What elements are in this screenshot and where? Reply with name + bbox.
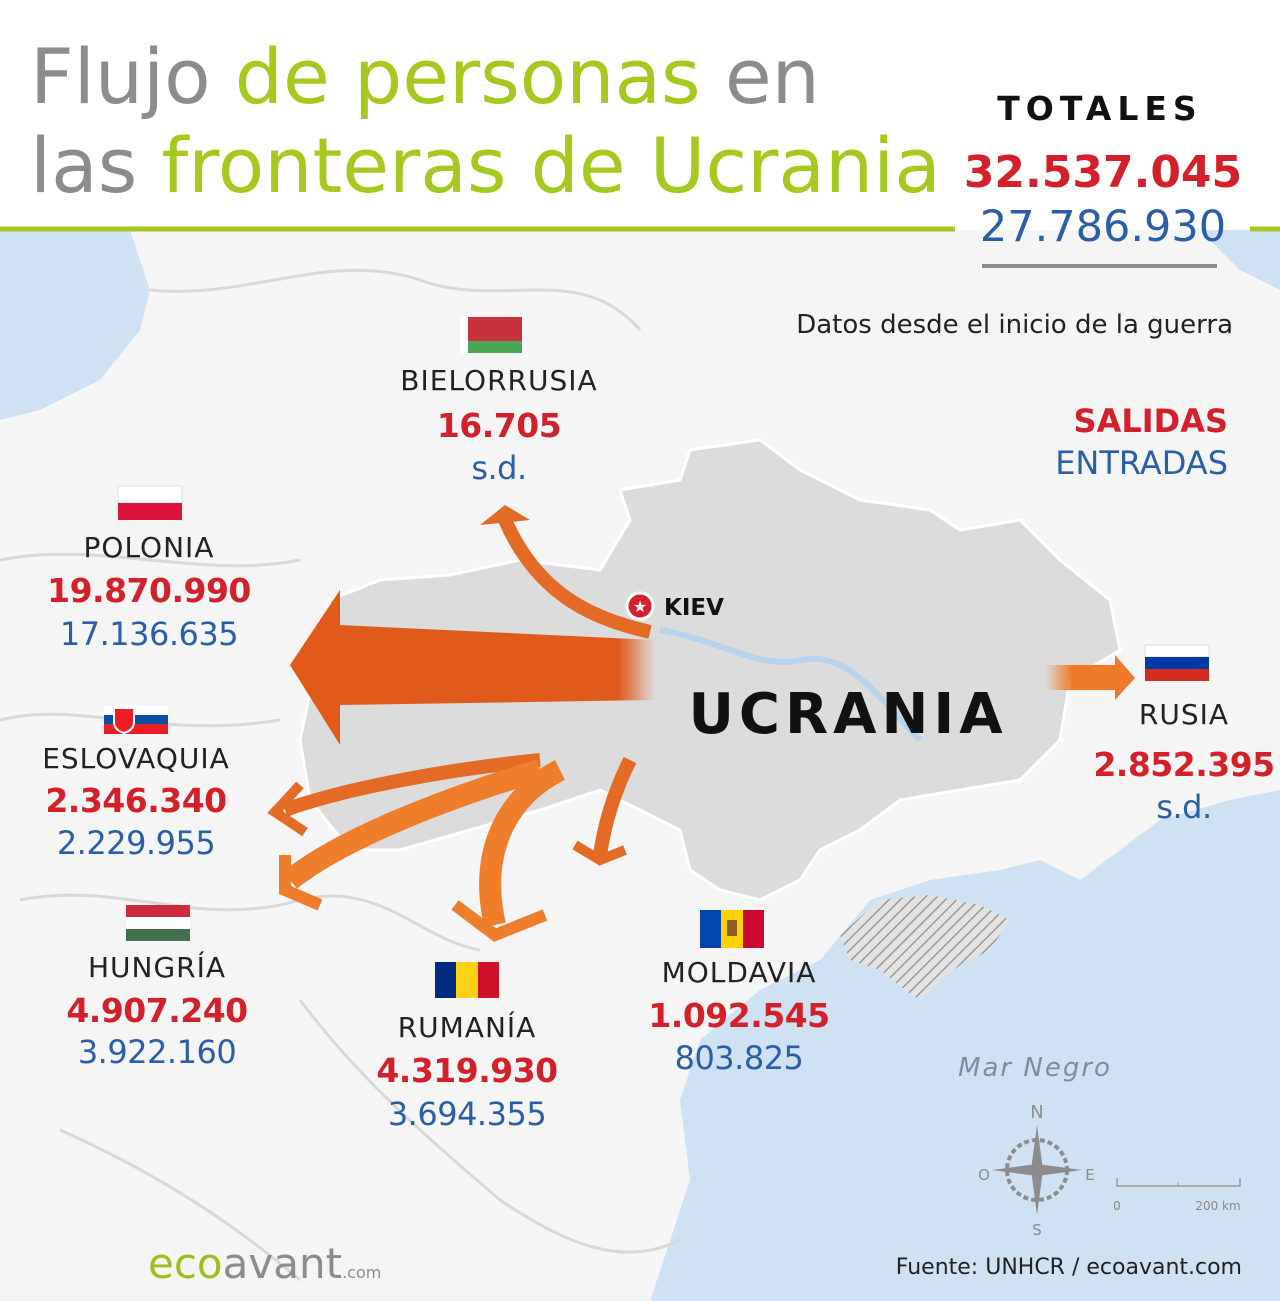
brand-part: eco: [148, 1239, 223, 1288]
compass: N E S O: [978, 1102, 1095, 1239]
capital-star: ★: [633, 597, 647, 616]
title-part: en: [725, 32, 820, 121]
entries-value: s.d.: [471, 449, 526, 487]
country-name: BIELORRUSIA: [400, 364, 597, 397]
country-name: HUNGRÍA: [88, 950, 226, 984]
compass-e: E: [1085, 1166, 1094, 1184]
arrow-romania: [479, 760, 566, 928]
flag-moldova: [700, 910, 764, 948]
country-label: UCRANIA: [688, 682, 1007, 747]
country-name: RUMANÍA: [398, 1010, 537, 1044]
flow-arrows: [267, 505, 1135, 942]
capital-marker: [625, 591, 655, 621]
arrow-head: [480, 505, 530, 525]
exits-value: 1.092.545: [648, 996, 829, 1035]
title: Flujo de personas en: [30, 32, 820, 121]
exits-value: 2.852.395: [1093, 745, 1274, 784]
flag-belarus: [460, 317, 522, 353]
scale-bar: 0 200 km: [1113, 1178, 1241, 1213]
arrow-moldova: [593, 756, 637, 856]
borders: [0, 268, 681, 1282]
arrow-head: [451, 900, 548, 942]
arrow-head: [267, 781, 308, 837]
exits-value: 4.319.930: [376, 1051, 557, 1090]
arrow-head: [572, 840, 627, 866]
water: [1200, 230, 1280, 290]
header-bg: [0, 0, 1280, 230]
brand-suffix: .com: [342, 1263, 381, 1282]
title-part: las: [30, 121, 137, 210]
arrow-head: [279, 855, 323, 911]
compass-s: S: [1032, 1221, 1042, 1239]
flag-slovakia: [104, 706, 168, 735]
river: [659, 627, 923, 743]
arrow-belarus: [498, 517, 652, 639]
exits-value: 19.870.990: [47, 571, 251, 610]
entries-value: 803.825: [675, 1039, 804, 1077]
scale-start: 0: [1113, 1199, 1121, 1213]
flag-russia: [1144, 644, 1210, 681]
baltic-sea: [0, 230, 150, 420]
flag-romania: [435, 962, 499, 998]
black-sea: [650, 790, 1280, 1301]
arrow-slovakia: [282, 753, 541, 817]
title: las fronteras de Ucrania: [30, 121, 941, 210]
title-part: Flujo: [30, 32, 211, 121]
sea-label: Mar Negro: [958, 1053, 1112, 1083]
capital-label: KIEV: [664, 595, 724, 621]
country-name: ESLOVAQUIA: [42, 742, 230, 775]
entries-value: s.d.: [1156, 788, 1211, 826]
country-name: POLONIA: [84, 531, 215, 564]
totals-label: TOTALES: [997, 89, 1202, 128]
flag-hungary: [126, 905, 190, 941]
arrow-poland: [290, 590, 655, 745]
legend-entries: ENTRADAS: [1055, 444, 1228, 482]
source-text: UNHCR / ecoavant.com: [985, 1255, 1242, 1280]
exits-value: 2.346.340: [45, 781, 226, 820]
compass-o: O: [978, 1166, 990, 1184]
legend-exits: SALIDAS: [1074, 402, 1228, 440]
exits-value: 4.907.240: [66, 991, 247, 1030]
brand-part: avant: [223, 1239, 342, 1288]
brand-logo: ecoavant.com: [148, 1239, 381, 1288]
title-part: de personas: [235, 32, 701, 121]
country-name: RUSIA: [1139, 698, 1229, 731]
totals-entries: 27.786.930: [980, 202, 1226, 252]
arrow-hungary: [283, 759, 544, 889]
entries-value: 17.136.635: [60, 615, 238, 653]
exits-value: 16.705: [437, 406, 561, 445]
entries-value: 3.694.355: [388, 1095, 546, 1133]
scale-end: 200 km: [1195, 1199, 1240, 1213]
entries-value: 2.229.955: [57, 824, 215, 862]
title-part: fronteras de Ucrania: [161, 121, 940, 210]
totals-exits: 32.537.045: [964, 147, 1242, 198]
arrow-russia: [1045, 655, 1135, 700]
note: Datos desde el inicio de la guerra: [796, 310, 1233, 340]
entries-value: 3.922.160: [78, 1033, 236, 1071]
source: Fuente: UNHCR / ecoavant.com: [896, 1255, 1242, 1280]
country-name: MOLDAVIA: [662, 956, 817, 989]
crimea: [840, 895, 1010, 1000]
source-label: Fuente:: [896, 1255, 978, 1280]
compass-n: N: [1030, 1102, 1043, 1123]
flag-poland: [117, 485, 183, 520]
